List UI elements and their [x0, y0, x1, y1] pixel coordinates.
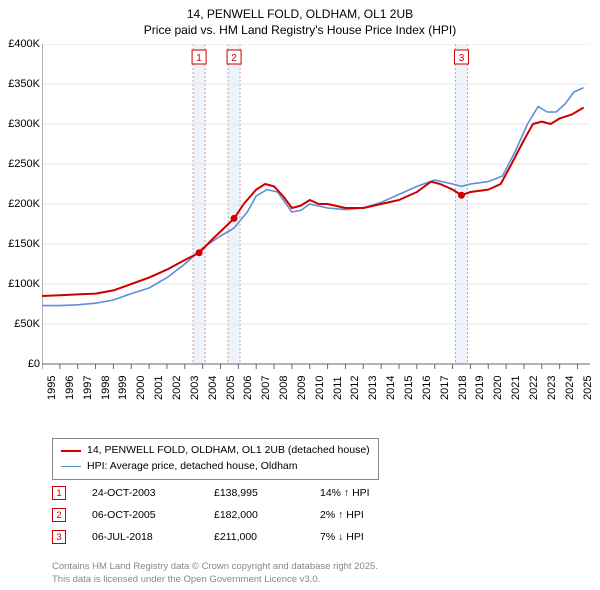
attribution-line: This data is licensed under the Open Gov… — [52, 574, 378, 586]
x-tick-label: 2007 — [260, 376, 272, 400]
y-tick-label: £300K — [0, 118, 40, 130]
sale-delta: 2% ↑ HPI — [320, 509, 364, 521]
y-tick-label: £400K — [0, 38, 40, 50]
attribution: Contains HM Land Registry data © Crown c… — [52, 561, 378, 586]
x-tick-label: 2022 — [528, 376, 540, 400]
x-tick-label: 1998 — [100, 376, 112, 400]
y-tick-label: £250K — [0, 158, 40, 170]
x-tick-label: 2017 — [439, 376, 451, 400]
sale-date: 06-JUL-2018 — [92, 531, 188, 543]
x-tick-label: 1999 — [117, 376, 129, 400]
sale-marker: 2 — [52, 508, 66, 522]
sale-date: 06-OCT-2005 — [92, 509, 188, 521]
chart-area: 123 £0£50K£100K£150K£200K£250K£300K£350K… — [42, 44, 590, 394]
x-tick-label: 2021 — [510, 376, 522, 400]
x-tick-label: 2025 — [582, 376, 594, 400]
legend-label: HPI: Average price, detached house, Oldh… — [87, 459, 298, 475]
chart-title: 14, PENWELL FOLD, OLDHAM, OL1 2UB Price … — [0, 0, 600, 38]
x-tick-label: 2013 — [367, 376, 379, 400]
x-tick-label: 2005 — [225, 376, 237, 400]
sale-date: 24-OCT-2003 — [92, 487, 188, 499]
x-tick-label: 2023 — [546, 376, 558, 400]
x-tick-label: 2006 — [242, 376, 254, 400]
legend-swatch — [61, 466, 81, 467]
x-tick-label: 2004 — [207, 376, 219, 400]
svg-text:2: 2 — [231, 53, 237, 64]
x-tick-label: 2002 — [171, 376, 183, 400]
sale-row: 3 06-JUL-2018 £211,000 7% ↓ HPI — [52, 526, 370, 548]
x-tick-label: 2009 — [296, 376, 308, 400]
sale-marker: 1 — [52, 486, 66, 500]
x-tick-label: 2010 — [314, 376, 326, 400]
x-tick-label: 2020 — [492, 376, 504, 400]
svg-text:1: 1 — [196, 53, 202, 64]
title-line-1: 14, PENWELL FOLD, OLDHAM, OL1 2UB — [0, 6, 600, 22]
sale-row: 1 24-OCT-2003 £138,995 14% ↑ HPI — [52, 482, 370, 504]
legend-swatch — [61, 450, 81, 452]
y-tick-label: £350K — [0, 78, 40, 90]
sale-marker: 3 — [52, 530, 66, 544]
x-tick-label: 2018 — [457, 376, 469, 400]
y-tick-label: £50K — [0, 318, 40, 330]
y-tick-label: £0 — [0, 358, 40, 370]
sale-price: £182,000 — [214, 509, 294, 521]
x-tick-label: 2019 — [474, 376, 486, 400]
sale-delta: 7% ↓ HPI — [320, 531, 364, 543]
x-tick-label: 2012 — [349, 376, 361, 400]
x-tick-label: 2000 — [135, 376, 147, 400]
sale-row: 2 06-OCT-2005 £182,000 2% ↑ HPI — [52, 504, 370, 526]
legend-item: 14, PENWELL FOLD, OLDHAM, OL1 2UB (detac… — [61, 443, 370, 459]
sale-delta: 14% ↑ HPI — [320, 487, 370, 499]
x-tick-label: 1995 — [46, 376, 58, 400]
svg-text:3: 3 — [459, 53, 465, 64]
sale-price: £211,000 — [214, 531, 294, 543]
legend-label: 14, PENWELL FOLD, OLDHAM, OL1 2UB (detac… — [87, 443, 370, 459]
legend: 14, PENWELL FOLD, OLDHAM, OL1 2UB (detac… — [52, 438, 379, 480]
x-tick-label: 1997 — [82, 376, 94, 400]
x-tick-label: 2014 — [385, 376, 397, 400]
y-tick-label: £200K — [0, 198, 40, 210]
title-line-2: Price paid vs. HM Land Registry's House … — [0, 22, 600, 38]
x-tick-label: 2008 — [278, 376, 290, 400]
x-tick-label: 2015 — [403, 376, 415, 400]
sales-table: 1 24-OCT-2003 £138,995 14% ↑ HPI 2 06-OCT-200… — [52, 482, 370, 548]
x-tick-label: 2024 — [564, 376, 576, 400]
x-tick-label: 2003 — [189, 376, 201, 400]
y-tick-label: £100K — [0, 278, 40, 290]
x-tick-label: 2001 — [153, 376, 165, 400]
y-tick-label: £150K — [0, 238, 40, 250]
sale-price: £138,995 — [214, 487, 294, 499]
legend-item: HPI: Average price, detached house, Oldh… — [61, 459, 370, 475]
x-tick-label: 2016 — [421, 376, 433, 400]
attribution-line: Contains HM Land Registry data © Crown c… — [52, 561, 378, 573]
x-tick-label: 2011 — [332, 376, 344, 400]
chart-svg: 1 2 3 — [42, 44, 590, 394]
x-tick-label: 1996 — [64, 376, 76, 400]
